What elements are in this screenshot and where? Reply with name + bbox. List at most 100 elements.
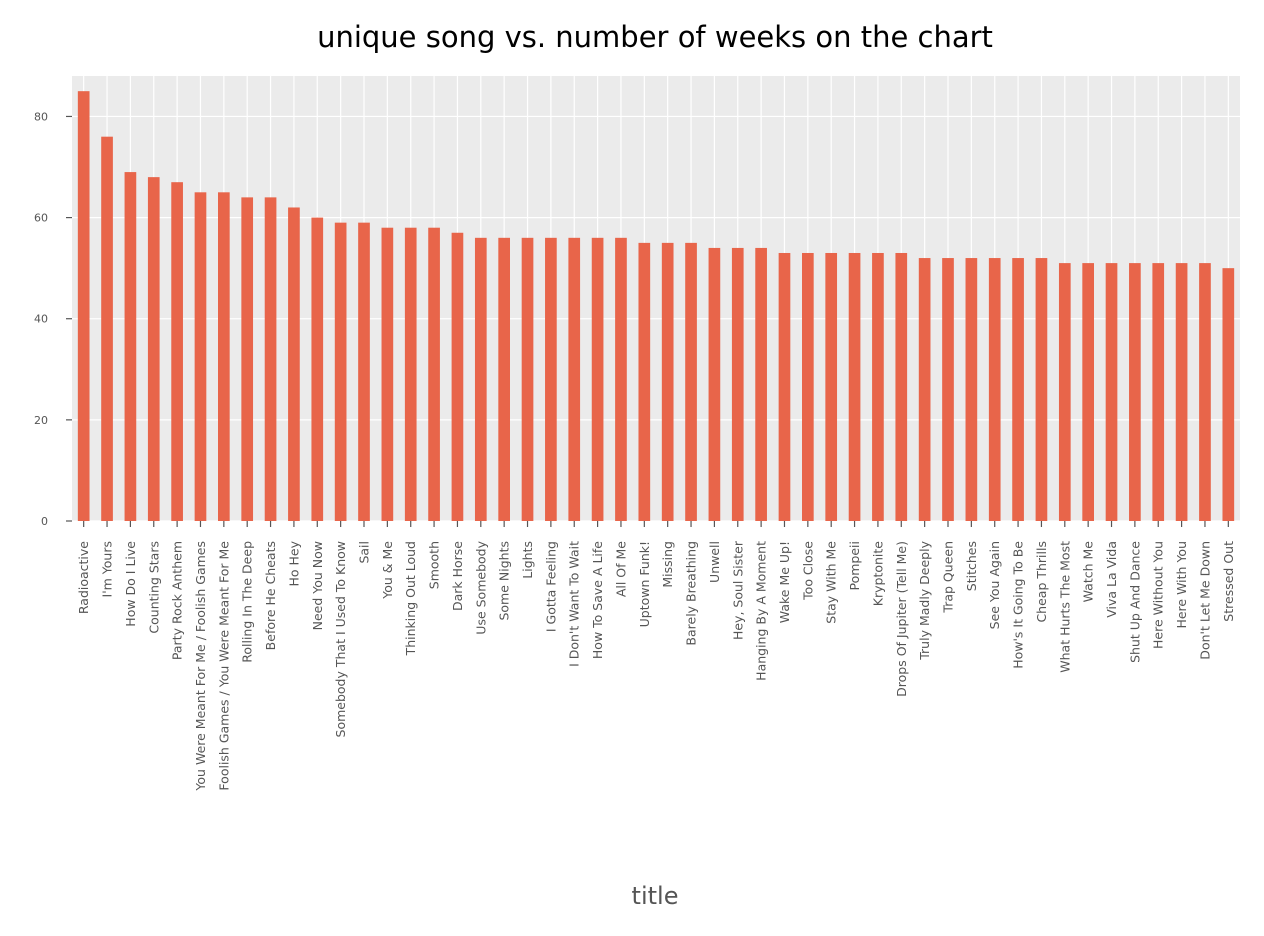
bar: [615, 237, 627, 521]
x-tick-label: See You Again: [987, 541, 1002, 629]
x-tick-label: What Hurts The Most: [1057, 541, 1072, 673]
bar: [147, 177, 160, 522]
y-tick-label: 40: [34, 313, 48, 326]
bar: [942, 258, 954, 521]
bar: [311, 217, 324, 521]
bar: [895, 252, 908, 521]
bar: [334, 222, 347, 522]
bar: [872, 252, 884, 521]
bar: [451, 232, 464, 522]
x-tick-label: Dark Horse: [450, 541, 465, 611]
x-tick-label: Missing: [660, 541, 675, 588]
x-tick-label: Wake Me Up!: [777, 541, 792, 623]
x-tick-label: Stitches: [964, 541, 979, 591]
bar: [1152, 263, 1165, 521]
bar: [778, 252, 791, 521]
x-tick-label: Rolling In The Deep: [240, 541, 255, 663]
bar: [731, 247, 744, 521]
bar: [241, 197, 254, 521]
bar: [521, 237, 534, 521]
x-tick-label: Uptown Funk!: [637, 541, 652, 627]
bar: [101, 136, 113, 521]
x-tick-label: Shut Up And Dance: [1127, 541, 1142, 663]
x-tick-label: Truly Madly Deeply: [917, 540, 932, 660]
x-tick-label: Stay With Me: [824, 541, 839, 624]
bar: [825, 252, 838, 521]
x-tick-label: Use Somebody: [473, 540, 488, 634]
bar: [1222, 268, 1235, 521]
y-tick-label: 80: [34, 110, 48, 123]
bar: [1105, 263, 1118, 521]
bar: [428, 227, 440, 522]
bar: [218, 192, 230, 521]
bar: [381, 227, 394, 522]
x-tick-label: How's It Going To Be: [1011, 541, 1026, 669]
x-tick-label: I'm Yours: [100, 541, 115, 597]
bar: [638, 242, 651, 521]
x-tick-label: Watch Me: [1081, 541, 1096, 603]
bar: [591, 237, 604, 521]
bar: [685, 242, 697, 521]
x-tick-label: Viva La Vida: [1104, 541, 1119, 618]
x-tick-label: Trap Queen: [941, 541, 956, 614]
x-tick-label: Counting Stars: [146, 541, 161, 634]
x-tick-label: Radioactive: [76, 541, 91, 614]
x-tick-label: Don't Let Me Down: [1197, 541, 1212, 660]
bar: [288, 207, 300, 521]
x-tick-label: How To Save A Life: [590, 541, 605, 659]
bar: [1129, 263, 1141, 521]
x-tick-label: I Don't Want To Wait: [567, 541, 582, 667]
x-tick-label: Foolish Games / You Were Meant For Me: [216, 541, 231, 791]
bar: [1082, 263, 1094, 521]
x-tick-label: Here Without You: [1151, 541, 1166, 649]
bar: [802, 252, 814, 521]
x-tick-label: Barely Breathing: [684, 541, 699, 646]
bar: [264, 197, 277, 521]
bar: [661, 242, 674, 521]
bar: [124, 172, 137, 522]
bar: [1035, 258, 1048, 521]
bar: [1058, 263, 1071, 521]
bar: [171, 182, 183, 521]
x-tick-label: Some Nights: [497, 541, 512, 621]
y-tick-label: 0: [41, 515, 48, 528]
x-tick-label: I Gotta Feeling: [543, 541, 558, 632]
x-tick-label: Here With You: [1174, 541, 1189, 629]
x-axis-ticks: Radioactive I'm Yours How Do I Live Countin…: [76, 521, 1236, 792]
x-tick-label: Party Rock Anthem: [170, 541, 185, 660]
x-tick-label: You Were Meant For Me / Foolish Games: [193, 541, 208, 792]
x-tick-label: Ho Hey: [286, 540, 301, 586]
bar: [404, 227, 417, 522]
y-axis-ticks: 0 20 40 60 80: [34, 110, 72, 528]
bar: [358, 222, 370, 522]
bar: [918, 258, 931, 521]
bars: [77, 91, 1235, 522]
x-tick-label: All Of Me: [613, 541, 628, 597]
x-tick-label: How Do I Live: [123, 541, 138, 627]
x-tick-label: Cheap Thrills: [1034, 541, 1049, 623]
bar: [708, 247, 721, 521]
bar: [1012, 258, 1024, 521]
x-tick-label: Thinking Out Loud: [403, 541, 418, 656]
bar: [1199, 263, 1211, 521]
x-tick-label: Need You Now: [310, 541, 325, 630]
x-tick-label: Before He Cheats: [263, 541, 278, 650]
x-tick-label: Somebody That I Used To Know: [333, 541, 348, 737]
x-tick-label: Lights: [520, 541, 535, 579]
x-tick-label: Stressed Out: [1221, 541, 1236, 622]
bar: [755, 247, 767, 521]
bar: [965, 258, 978, 521]
bar: [474, 237, 487, 521]
chart-title: unique song vs. number of weeks on the c…: [317, 20, 993, 54]
x-tick-label: Too Close: [800, 541, 815, 601]
x-tick-label: Pompeii: [847, 541, 862, 591]
x-tick-label: Kryptonite: [870, 541, 885, 607]
y-tick-label: 20: [34, 414, 48, 427]
x-tick-label: Drops Of Jupiter (Tell Me): [894, 541, 909, 697]
x-axis-label: title: [631, 882, 679, 910]
bar: [988, 258, 1001, 521]
x-tick-label: Hey, Soul Sister: [730, 540, 745, 640]
bar: [848, 252, 861, 521]
bar: [545, 237, 557, 521]
